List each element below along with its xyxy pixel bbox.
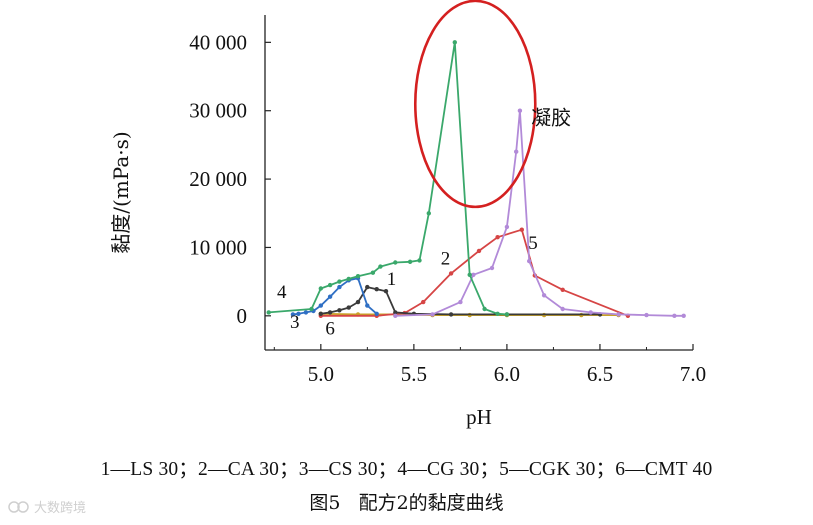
data-point bbox=[327, 282, 333, 288]
x-tick-label: 7.0 bbox=[680, 362, 706, 386]
data-point bbox=[672, 313, 677, 318]
data-point bbox=[327, 310, 333, 315]
x-tick-label: 6.5 bbox=[587, 362, 613, 386]
x-tick-label: 5.5 bbox=[401, 362, 427, 386]
data-point bbox=[365, 303, 370, 308]
data-point bbox=[588, 310, 593, 315]
data-point bbox=[337, 308, 342, 313]
y-tick-label: 10 000 bbox=[189, 235, 247, 259]
curve-label-5: 5 bbox=[528, 233, 538, 254]
data-point bbox=[560, 306, 565, 312]
data-point bbox=[370, 270, 376, 275]
viscosity-chart: 5.0 5.5 6.0 6.5 7.0 0 10 000 20 000 30 000 40 00… bbox=[109, 0, 706, 429]
data-point bbox=[327, 294, 333, 299]
watermark-text: 大数跨境 bbox=[34, 501, 87, 516]
data-point bbox=[430, 312, 435, 317]
data-point bbox=[495, 235, 500, 240]
axes-group bbox=[264, 15, 693, 351]
gel-annotation: 凝胶 bbox=[531, 105, 571, 129]
series-cgk bbox=[393, 108, 686, 318]
series-line-cgk bbox=[395, 109, 684, 317]
data-point bbox=[266, 310, 271, 315]
curve-labels: 1 2 34 5 6 bbox=[277, 233, 538, 339]
data-point bbox=[616, 312, 621, 317]
data-point bbox=[378, 264, 383, 269]
y-tick-label: 30 000 bbox=[189, 99, 247, 123]
data-point bbox=[467, 272, 472, 277]
data-point bbox=[421, 299, 426, 305]
figure-caption: 图5 配方2的黏度曲线 bbox=[0, 488, 813, 515]
data-point bbox=[374, 311, 379, 316]
y-tick-label: 0 bbox=[237, 304, 248, 328]
watermark: 大数跨境 bbox=[8, 497, 86, 516]
data-point bbox=[393, 313, 398, 318]
data-point bbox=[541, 293, 547, 298]
data-point bbox=[355, 274, 361, 279]
data-point bbox=[309, 306, 314, 312]
data-point bbox=[495, 311, 500, 316]
watermark-logo-icon bbox=[8, 500, 29, 513]
data-point bbox=[489, 265, 495, 271]
data-point bbox=[458, 299, 463, 305]
data-point bbox=[355, 299, 361, 305]
data-point bbox=[519, 227, 524, 232]
data-point bbox=[452, 40, 457, 45]
series-layer bbox=[266, 40, 686, 318]
curve-label-6: 6 bbox=[325, 318, 335, 339]
data-point bbox=[337, 284, 342, 290]
y-tick-label: 40 000 bbox=[189, 30, 247, 54]
x-tick-label: 5.0 bbox=[308, 362, 334, 386]
data-point bbox=[644, 312, 649, 318]
data-point bbox=[417, 258, 422, 263]
data-point bbox=[407, 259, 413, 264]
series-ca bbox=[318, 227, 631, 318]
data-point bbox=[476, 248, 482, 254]
data-point bbox=[290, 312, 296, 317]
data-point bbox=[296, 311, 301, 316]
curve-label-4: 4 bbox=[277, 282, 287, 303]
curve-label-3: 3 bbox=[290, 312, 300, 333]
data-point bbox=[346, 276, 351, 282]
data-point bbox=[504, 312, 510, 317]
data-point bbox=[517, 108, 523, 113]
figure-number: 图5 bbox=[309, 492, 341, 514]
data-point bbox=[448, 271, 454, 276]
data-point bbox=[318, 311, 323, 316]
figure-title: 配方2的黏度曲线 bbox=[358, 492, 504, 514]
y-tick-label: 20 000 bbox=[189, 167, 247, 191]
data-point bbox=[560, 287, 565, 292]
x-axis-title: pH bbox=[466, 405, 492, 429]
gel-highlight-ellipse bbox=[413, 0, 537, 209]
data-point bbox=[337, 279, 342, 284]
data-point bbox=[346, 305, 351, 310]
data-point bbox=[393, 260, 398, 265]
data-point bbox=[365, 284, 370, 290]
x-ticks: 5.0 5.5 6.0 6.5 7.0 bbox=[273, 344, 706, 386]
data-point bbox=[303, 310, 309, 315]
data-point bbox=[426, 211, 431, 216]
y-axis-title: 黏度/(mPa·s) bbox=[109, 131, 133, 253]
data-point bbox=[482, 306, 487, 312]
series-cg bbox=[266, 40, 510, 317]
data-point bbox=[471, 272, 476, 277]
y-ticks: 0 10 000 20 000 30 000 40 000 bbox=[189, 30, 271, 328]
x-tick-label: 6.0 bbox=[494, 362, 520, 386]
data-point bbox=[393, 310, 398, 315]
series-legend: 1—LS 30；2—CA 30；3—CS 30；4—CG 30；5—CGK 30… bbox=[100, 459, 713, 480]
data-point bbox=[318, 303, 323, 308]
data-point bbox=[448, 312, 454, 317]
data-point bbox=[527, 258, 532, 264]
curve-label-2: 2 bbox=[441, 249, 451, 270]
curve-label-1: 1 bbox=[387, 269, 397, 290]
data-point bbox=[681, 313, 686, 318]
data-point bbox=[383, 289, 389, 294]
data-point bbox=[514, 149, 519, 154]
data-point bbox=[318, 286, 323, 291]
data-point bbox=[374, 287, 379, 292]
data-point bbox=[504, 224, 510, 230]
